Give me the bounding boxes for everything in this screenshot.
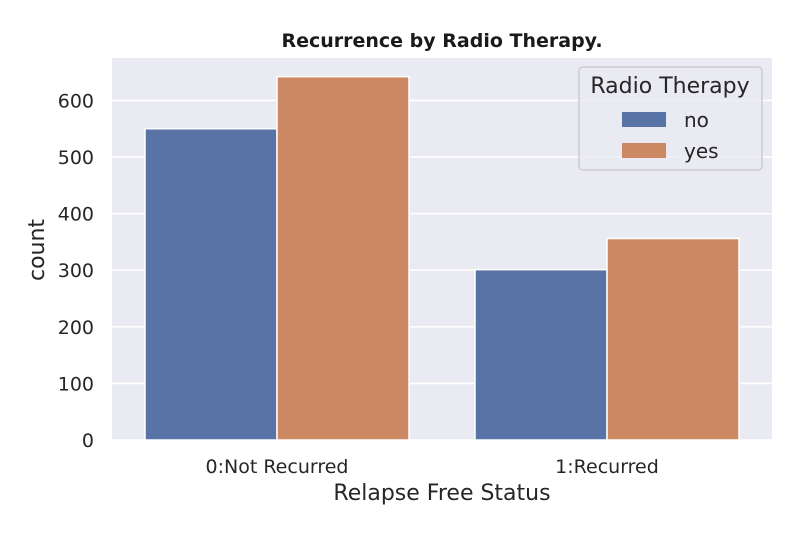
y-tick-labels: 0 100 200 300 400 500 600	[58, 90, 94, 452]
y-tick-label: 400	[58, 204, 94, 226]
legend-label-no: no	[684, 108, 709, 132]
y-tick-label: 100	[58, 373, 94, 395]
y-tick-label: 300	[58, 260, 94, 282]
y-tick-label: 600	[58, 90, 94, 112]
legend: Radio Therapy no yes	[578, 66, 763, 171]
bar-no-0	[144, 127, 278, 441]
y-tick-label: 0	[82, 430, 94, 452]
legend-swatch-no	[622, 112, 666, 127]
bar-yes-1	[606, 237, 740, 441]
x-tick-labels: 0:Not Recurred 1:Recurred	[206, 456, 659, 478]
bars	[144, 75, 740, 441]
legend-title: Radio Therapy	[590, 74, 749, 99]
legend-swatch-yes	[622, 143, 666, 158]
chart-title: Recurrence by Radio Therapy.	[281, 30, 602, 52]
x-tick-label: 1:Recurred	[555, 456, 659, 478]
bar-no-1	[474, 268, 608, 441]
x-axis-label: Relapse Free Status	[333, 481, 550, 506]
legend-label-yes: yes	[684, 139, 719, 163]
y-tick-label: 200	[58, 317, 94, 339]
y-axis-label: count	[25, 219, 50, 281]
bar-yes-0	[276, 75, 410, 441]
x-tick-label: 0:Not Recurred	[206, 456, 349, 478]
y-tick-label: 500	[58, 147, 94, 169]
